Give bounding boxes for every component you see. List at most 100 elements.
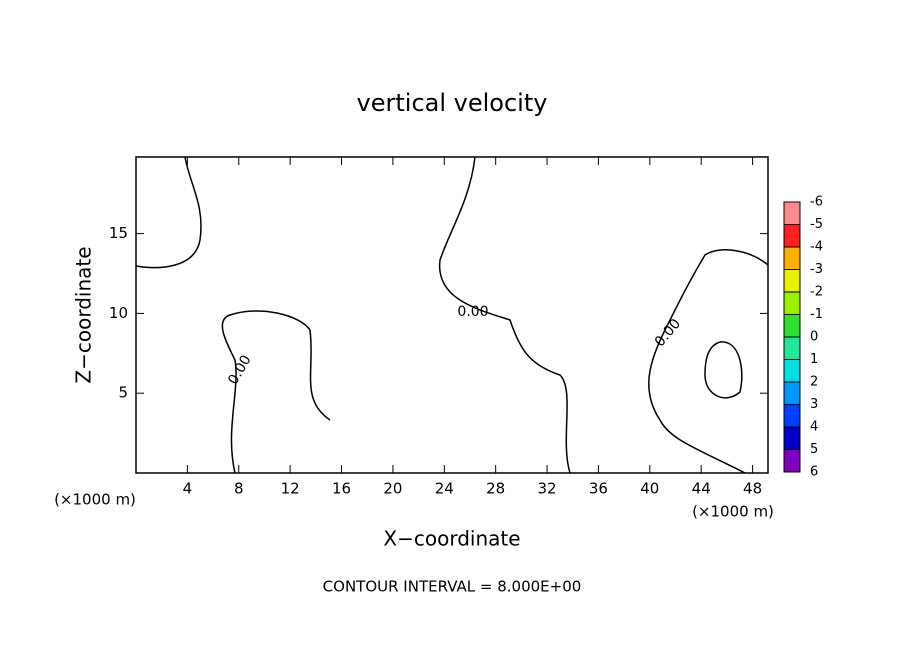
colorbar-swatch	[784, 202, 800, 225]
x-tick-label: 20	[383, 480, 402, 498]
field-cell	[598, 337, 625, 378]
field-cell	[136, 217, 163, 282]
field-cell	[264, 157, 291, 219]
field-cell	[701, 409, 728, 442]
x-tick-label: 44	[692, 480, 711, 498]
field-cell	[418, 409, 445, 442]
field-cell	[726, 441, 754, 474]
field-cell	[444, 441, 471, 474]
field-cell	[290, 337, 317, 378]
field-cell	[187, 337, 214, 378]
field-cell	[701, 157, 728, 219]
field-cell	[341, 337, 368, 378]
field-cell	[161, 157, 188, 219]
contour-label: 0.00	[457, 304, 488, 320]
field-cell	[598, 441, 625, 474]
field-cell	[315, 441, 343, 474]
field-cell	[547, 281, 574, 338]
y-axis-label: Z−coordinate	[72, 246, 96, 383]
field-cell	[469, 441, 497, 474]
field-cell	[418, 157, 445, 219]
field-cell	[572, 281, 599, 338]
colorbar-tick-label: -1	[810, 307, 823, 322]
field-cell	[624, 217, 651, 282]
colorbar-swatch	[784, 359, 800, 382]
field-cell	[264, 377, 291, 410]
colorbar-tick-label: 1	[810, 352, 818, 367]
colorbar-tick-label: 5	[810, 442, 818, 457]
field-cell	[444, 157, 471, 219]
field-cell	[752, 217, 769, 282]
field-cell	[752, 337, 769, 378]
field-cell	[264, 409, 291, 442]
field-cell	[547, 157, 574, 219]
field-cell	[675, 377, 702, 410]
field-cell	[315, 281, 343, 338]
field-cell	[521, 441, 548, 474]
field-cell	[213, 281, 240, 338]
field-cell	[315, 337, 343, 378]
field-cell	[547, 377, 574, 410]
field-cell	[264, 337, 291, 378]
field-cell	[418, 281, 445, 338]
field-cell	[495, 217, 522, 282]
colorbar-swatch	[784, 449, 800, 472]
y-tick-label: 15	[109, 224, 128, 242]
colorbar-swatch	[784, 314, 800, 337]
field-cell	[392, 377, 420, 410]
field-cell	[495, 409, 522, 442]
field-cell	[444, 377, 471, 410]
field-cell	[598, 377, 625, 410]
field-cell	[726, 281, 754, 338]
colorbar-swatch	[784, 382, 800, 405]
field-cell	[187, 281, 214, 338]
contour-line	[704, 341, 743, 399]
colorbar-swatch	[784, 269, 800, 292]
colorbar-tick-label: 3	[810, 397, 818, 412]
x-tick-label: 28	[486, 480, 505, 498]
field-cell	[572, 409, 599, 442]
field-cell	[521, 409, 548, 442]
field-cell	[726, 157, 754, 219]
field-cell	[444, 337, 471, 378]
colorbar-swatch	[784, 247, 800, 270]
colorbar-tick-label: 2	[810, 375, 818, 390]
field-cell	[213, 337, 240, 378]
field-cell	[624, 377, 651, 410]
field-cell	[264, 441, 291, 474]
field-cell	[752, 157, 769, 219]
x-tick-label: 16	[332, 480, 351, 498]
colorbar-swatch	[784, 292, 800, 315]
field-cell	[675, 217, 702, 282]
field-cell	[521, 337, 548, 378]
field-cell	[495, 377, 522, 410]
field-cell	[495, 441, 522, 474]
field-cell	[315, 217, 343, 282]
colorbar-swatch	[784, 337, 800, 360]
field-cell	[598, 217, 625, 282]
field-cell	[367, 217, 394, 282]
field-cell	[649, 377, 677, 410]
colorbar-swatch	[784, 224, 800, 247]
field-cell	[367, 441, 394, 474]
x-axis-label: X−coordinate	[383, 527, 520, 551]
field-cell	[392, 217, 420, 282]
x-tick-label: 40	[640, 480, 659, 498]
field-cell	[238, 217, 265, 282]
field-cell	[649, 281, 677, 338]
contour-line	[439, 156, 571, 474]
field-cell	[547, 409, 574, 442]
field-cell	[213, 441, 240, 474]
field-cell	[213, 217, 240, 282]
field-cell	[572, 157, 599, 219]
field-cell	[213, 409, 240, 442]
field-cell	[598, 157, 625, 219]
field-cell	[136, 409, 163, 442]
field-cell	[624, 281, 651, 338]
y-tick-label: 5	[118, 384, 128, 402]
field-cell	[752, 281, 769, 338]
field-cell	[752, 441, 769, 474]
colorbar-tick-label: -2	[810, 285, 823, 300]
field-cell	[315, 157, 343, 219]
colorbar-swatch	[784, 404, 800, 427]
